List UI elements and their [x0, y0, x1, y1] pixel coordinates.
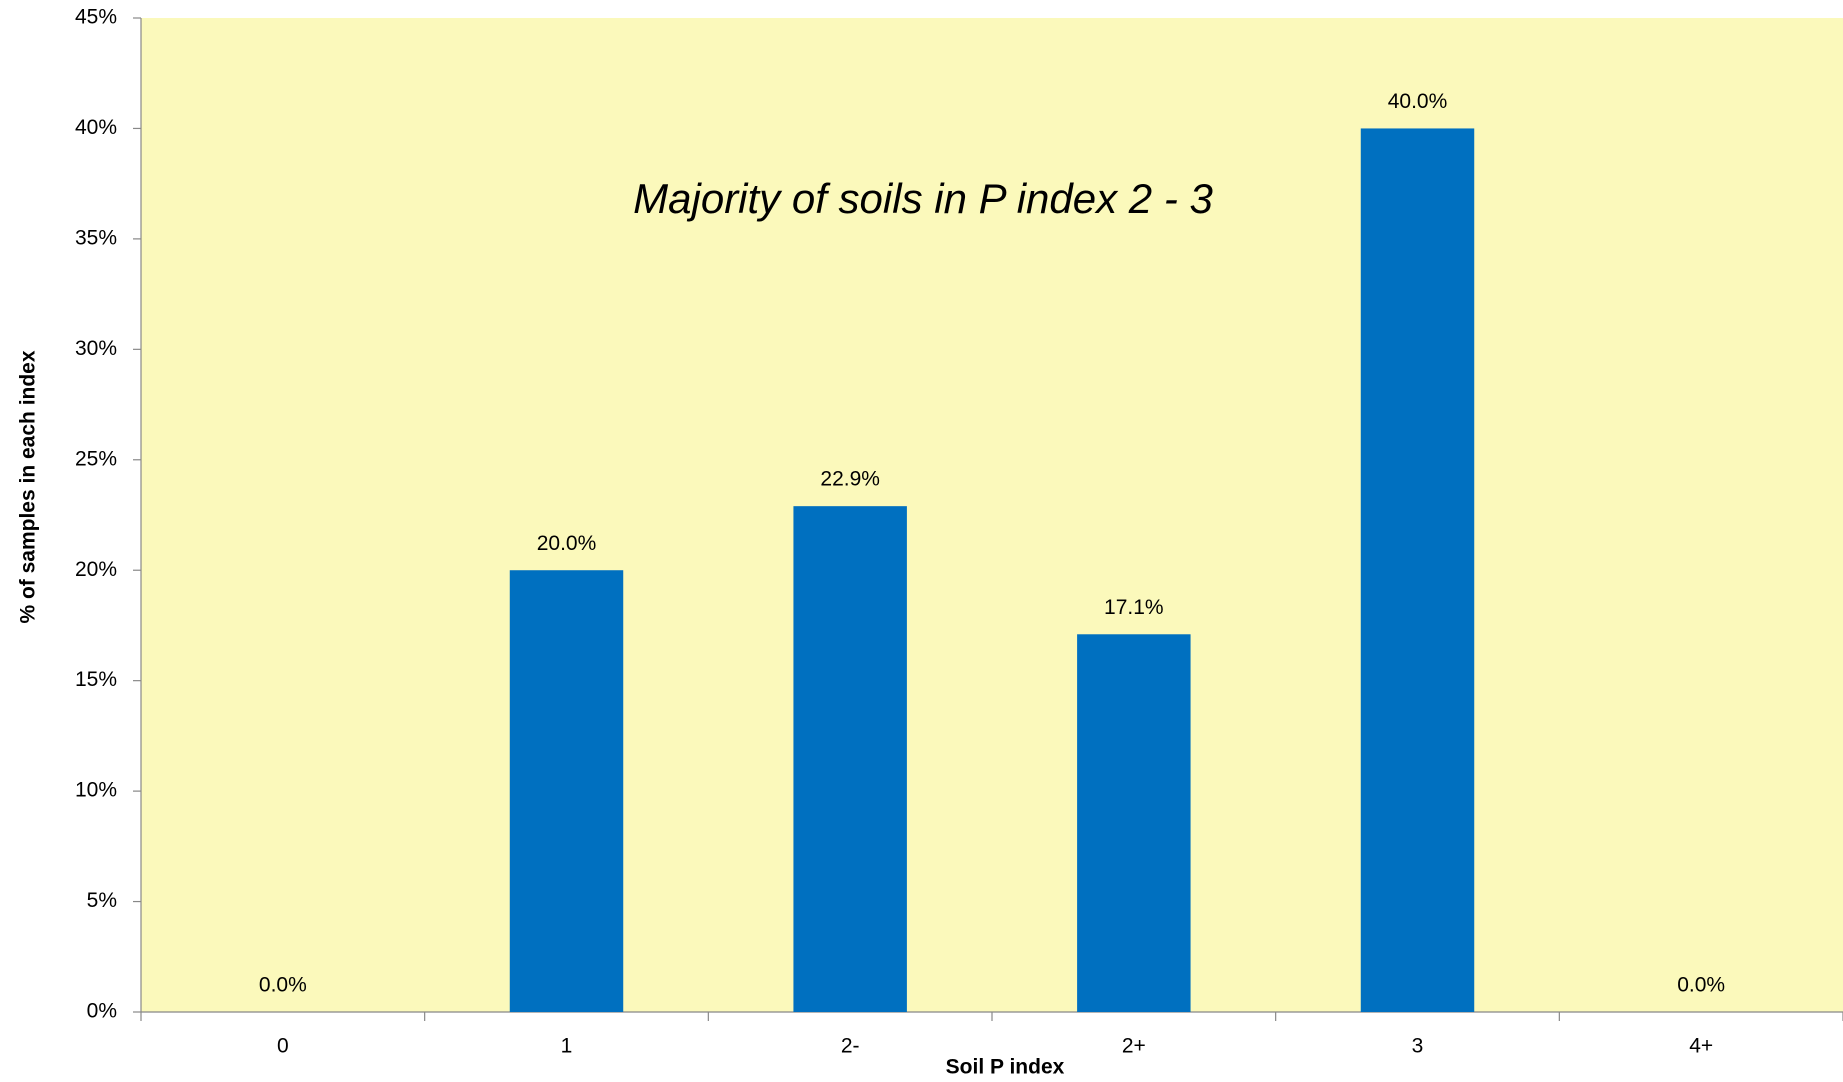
data-label: 20.0% — [537, 532, 597, 555]
x-tick-label: 0 — [277, 1035, 289, 1058]
y-tick-label: 5% — [87, 889, 117, 912]
y-tick-label: 45% — [75, 6, 117, 29]
data-label: 40.0% — [1388, 90, 1448, 113]
annotation: Majority of soils in P index 2 - 3 — [633, 175, 1213, 222]
y-tick-label: 35% — [75, 226, 117, 249]
y-tick-label: 25% — [75, 447, 117, 470]
x-tick-label: 2+ — [1122, 1035, 1146, 1058]
y-tick-label: 20% — [75, 558, 117, 581]
y-tick-label: 10% — [75, 779, 117, 802]
bar — [1077, 634, 1191, 1012]
data-label: 0.0% — [259, 974, 307, 997]
data-label: 17.1% — [1104, 596, 1164, 619]
bar — [509, 570, 624, 1012]
data-label: 22.9% — [820, 468, 880, 491]
x-tick-label: 1 — [561, 1035, 573, 1058]
plot-area — [141, 18, 1843, 1012]
bar — [1360, 128, 1475, 1012]
bar — [793, 506, 907, 1012]
y-tick-label: 15% — [75, 668, 117, 691]
x-axis-title: Soil P index — [946, 1056, 1065, 1079]
x-tick-label: 2- — [841, 1035, 860, 1058]
x-tick-label: 3 — [1412, 1035, 1424, 1058]
y-tick-label: 30% — [75, 337, 117, 360]
data-label: 0.0% — [1677, 974, 1725, 997]
y-tick-label: 40% — [75, 116, 117, 139]
y-axis-title: % of samples in each index — [17, 350, 40, 623]
y-tick-label: 0% — [87, 1000, 117, 1023]
x-tick-label: 4+ — [1689, 1035, 1713, 1058]
